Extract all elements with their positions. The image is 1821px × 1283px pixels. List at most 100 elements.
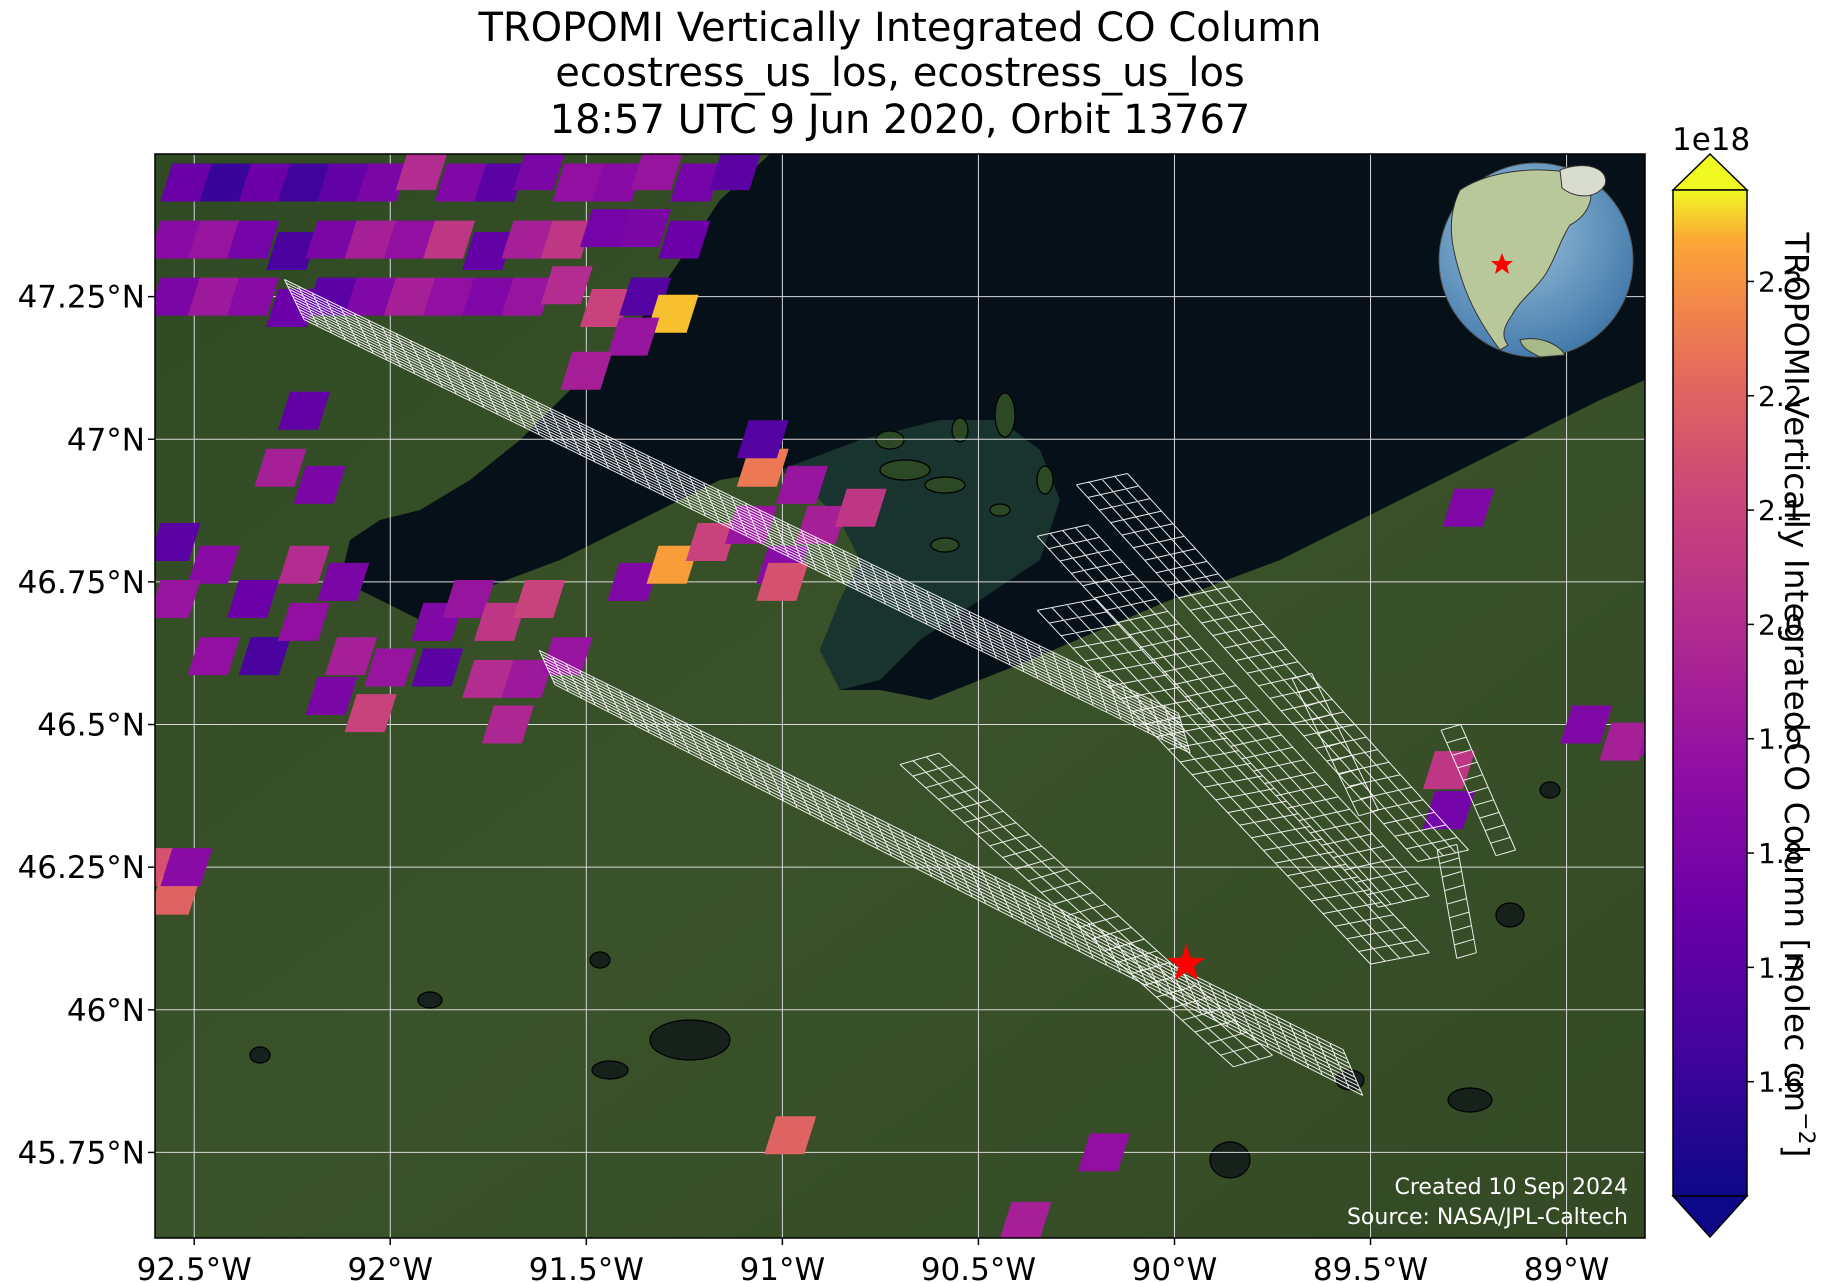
co-pixel [238,163,291,202]
map-frame [154,153,1646,1239]
co-pixel [474,602,527,641]
colorbar-tick-label: 1.9 [1758,723,1803,756]
co-pixel [317,562,370,601]
co-pixel [160,163,213,202]
co-pixel [160,848,213,887]
co-pixel [756,562,809,601]
swath-grid [1436,843,1477,959]
colorbar-tick-label: 1.7 [1758,951,1803,984]
co-pixel [383,220,436,259]
gridlines [155,154,1645,1238]
apostle-islands [875,392,1054,553]
co-pixel [344,694,397,733]
co-pixel [155,848,174,887]
co-pixel [1077,1133,1130,1172]
co-pixel [670,163,723,202]
swath [899,752,1273,1068]
ecostress-footprints [283,279,1517,1096]
co-pixel [155,876,201,915]
inland-lakes [249,781,1561,1179]
co-pixel [227,580,280,619]
co-pixel [775,465,828,504]
lake-shallows [780,420,1060,690]
swath-grid [1291,672,1379,817]
co-pixel [591,163,644,202]
co-pixel [834,488,887,527]
swath-grid [899,752,1273,1068]
lat-tick-label: 47°N [67,422,145,458]
co-pixel [356,163,409,202]
lon-tick-label: 90°W [1132,1252,1218,1283]
credit-source: Source: NASA/JPL-Caltech [1347,1205,1628,1230]
lat-tick-label: 46.75°N [18,565,145,601]
colorbar-tick-label: 2.3 [1758,265,1803,298]
globe-star-icon [1491,253,1513,274]
co-pixel [646,545,699,584]
co-pixel [293,465,346,504]
title-line-3: 18:57 UTC 9 Jun 2020, Orbit 13767 [549,97,1251,143]
co-pixel [254,448,307,487]
lat-tick-label: 45.75°N [18,1135,145,1171]
co-pixel [344,277,397,316]
title-line-1: TROPOMI Vertically Integrated CO Column [478,5,1322,51]
lat-tick-label: 47.25°N [18,280,145,316]
co-pixel [607,562,660,601]
colorbar-tick-label: 2.2 [1758,380,1803,413]
co-pixel [395,154,448,191]
co-pixel [434,163,487,202]
co-pixel [630,154,683,191]
lon-tick-label: 91.5°W [529,1252,644,1283]
title-line-2: ecostress_us_los, ecostress_us_los [555,50,1245,96]
swath [283,279,1191,754]
co-pixel [278,391,330,430]
co-pixel [607,317,660,356]
co-pixel [187,220,240,259]
lon-tick-label: 92°W [347,1252,433,1283]
co-pixel [709,154,761,191]
lat-tick-label: 46°N [67,993,145,1029]
lon-tick-label: 89°W [1524,1252,1610,1283]
co-pixel [155,220,201,259]
swath-grid [538,649,1364,1096]
latitude-ticks: 47.25°N 47°N 46.75°N 46.5°N 46.25°N 46°N 45.75… [18,280,155,1171]
co-pixel [658,220,711,259]
co-pixel [646,294,699,333]
co-pixel [325,637,378,676]
co-pixel [474,163,527,202]
co-pixel [1422,791,1475,830]
co-pixel [579,209,632,248]
co-pixel [501,220,554,259]
longitude-ticks: 92.5°W 92°W 91.5°W 91°W 90.5°W 90°W 89.5°W 89°W [137,1238,1610,1283]
colorbar-tick-label: 2.1 [1758,494,1803,527]
co-pixel [227,220,280,259]
co-pixel [278,545,330,584]
co-pixel [155,277,201,316]
colorbar-extend-bottom [1671,1195,1749,1239]
swath [1440,724,1517,857]
co-pixel [238,637,291,676]
co-pixel [501,277,554,316]
co-pixel [305,220,358,259]
lon-tick-label: 89.5°W [1313,1252,1428,1283]
lon-tick-label: 90.5°W [921,1252,1036,1283]
lon-tick-label: 91°W [740,1252,826,1283]
co-pixel [619,209,672,248]
lat-tick-label: 46.5°N [37,708,145,744]
co-pixels [155,154,1645,1238]
swath-grid [1036,524,1430,908]
colorbar-tick-label: 1.8 [1758,837,1803,870]
co-pixel [481,705,534,744]
co-pixel [1442,488,1495,527]
co-pixel [187,637,240,676]
colorbar-label: TROPOMI Vertically Integrated CO Column … [1777,232,1818,1158]
co-pixel [736,448,789,487]
target-marker [1167,944,1206,981]
co-pixel [579,289,632,328]
co-pixel [1000,1201,1052,1238]
co-pixel [227,277,280,316]
swath [1036,524,1430,908]
lat-tick-label: 46.25°N [18,850,145,886]
co-pixel [1560,705,1613,744]
swath [1436,843,1477,959]
